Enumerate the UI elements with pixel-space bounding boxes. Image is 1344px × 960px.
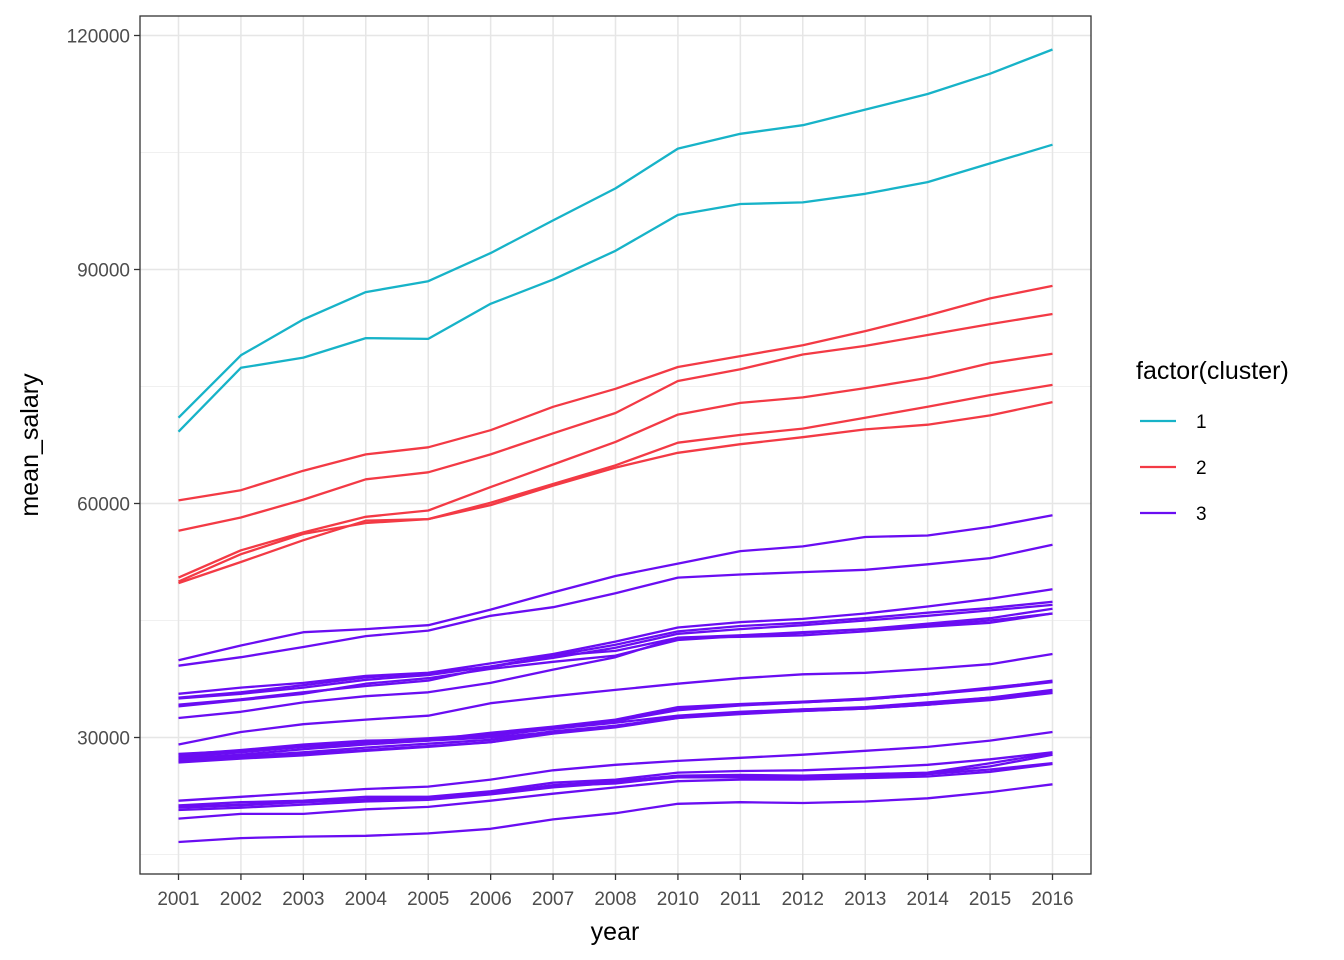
legend-label-3: 3 bbox=[1196, 504, 1207, 525]
y-tick-label: 60000 bbox=[77, 495, 130, 516]
legend: factor(cluster) 1 2 3 bbox=[1136, 357, 1289, 525]
series-line-cluster-2 bbox=[178, 383, 1053, 583]
legend-label-1: 1 bbox=[1196, 412, 1207, 433]
series-line-cluster-3 bbox=[178, 730, 1053, 802]
series-line-cluster-3 bbox=[178, 514, 1053, 662]
x-tick-label: 2007 bbox=[532, 889, 574, 910]
series-line-cluster-3 bbox=[178, 600, 1053, 699]
series-line-cluster-3 bbox=[178, 612, 1053, 720]
series-line-cluster-2 bbox=[178, 352, 1053, 579]
grid bbox=[140, 16, 1091, 874]
series-line-cluster-2 bbox=[178, 312, 1053, 532]
series-line-cluster-3 bbox=[178, 607, 1053, 708]
series-line-cluster-3 bbox=[178, 762, 1053, 820]
x-tick-label: 2015 bbox=[969, 889, 1011, 910]
x-axis-title: year bbox=[591, 918, 640, 946]
series-line-cluster-3 bbox=[178, 652, 1053, 746]
series-line-cluster-3 bbox=[178, 762, 1053, 812]
series-line-cluster-3 bbox=[178, 588, 1053, 695]
y-axis-title: mean_salary bbox=[16, 373, 44, 517]
series-line-cluster-1 bbox=[177, 143, 1053, 433]
x-tick-label: 2001 bbox=[157, 889, 199, 910]
series-line-cluster-3 bbox=[178, 783, 1053, 844]
series-line-cluster-1 bbox=[177, 48, 1053, 419]
x-tick-label: 2006 bbox=[470, 889, 512, 910]
x-tick-label: 2014 bbox=[907, 889, 950, 910]
y-tick-label: 90000 bbox=[77, 261, 130, 282]
x-tick-label: 2016 bbox=[1031, 889, 1073, 910]
series-line-cluster-3 bbox=[178, 691, 1053, 764]
x-tick-label: 2011 bbox=[720, 889, 761, 910]
series-line-cluster-3 bbox=[178, 543, 1053, 667]
x-axis: 2001 2002 2003 2004 2005 2006 2007 2008 2010 2011… bbox=[157, 874, 1074, 910]
series-line-cluster-2 bbox=[178, 400, 1053, 585]
x-tick-label: 2004 bbox=[345, 889, 388, 910]
legend-title: factor(cluster) bbox=[1136, 357, 1289, 385]
series-line-cluster-2 bbox=[178, 284, 1053, 502]
x-tick-label: 2010 bbox=[657, 889, 699, 910]
series-line-cluster-3 bbox=[178, 751, 1053, 807]
series-layer bbox=[177, 48, 1053, 844]
x-tick-label: 2002 bbox=[220, 889, 262, 910]
x-tick-label: 2008 bbox=[594, 889, 636, 910]
x-tick-label: 2012 bbox=[782, 889, 824, 910]
series-line-cluster-3 bbox=[178, 603, 1053, 700]
legend-label-2: 2 bbox=[1196, 458, 1207, 479]
y-tick-label: 120000 bbox=[67, 27, 130, 48]
x-tick-label: 2003 bbox=[282, 889, 324, 910]
x-tick-label: 2013 bbox=[844, 889, 886, 910]
y-axis: 30000 60000 90000 120000 bbox=[67, 27, 140, 750]
y-tick-label: 30000 bbox=[77, 729, 130, 750]
x-tick-label: 2005 bbox=[407, 889, 449, 910]
